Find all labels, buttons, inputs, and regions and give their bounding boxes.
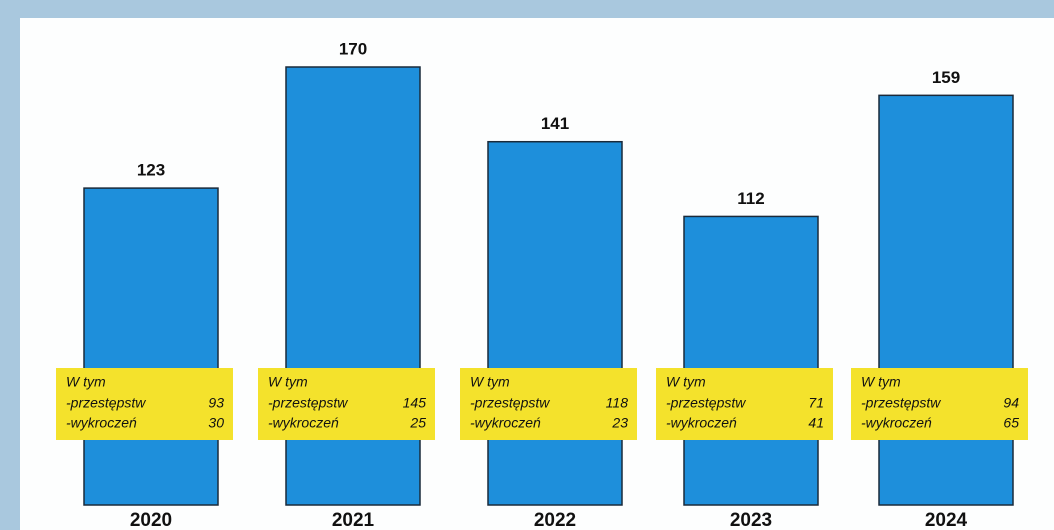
annotation-name: -przestępstw — [66, 395, 146, 411]
annotation-value: 23 — [611, 415, 628, 431]
bar — [878, 94, 1014, 506]
annotation-name: -przestępstw — [470, 395, 550, 411]
x-tick-label: 2024 — [925, 510, 968, 530]
annotation-title: W tym — [268, 374, 308, 390]
value-label: 170 — [339, 39, 367, 58]
annotation-name: -przestępstw — [666, 395, 746, 411]
x-tick-label: 2021 — [332, 510, 375, 530]
x-tick-label: 2020 — [130, 510, 172, 530]
annotation-title: W tym — [66, 374, 106, 390]
x-tick-label: 2023 — [730, 510, 772, 530]
bar — [683, 215, 819, 506]
annotation-box — [460, 368, 637, 440]
annotation-value: 94 — [1003, 395, 1019, 411]
annotation-name: -wykroczeń — [268, 415, 339, 431]
annotation-box — [851, 368, 1028, 440]
bar — [487, 140, 623, 506]
annotation-value: 71 — [808, 395, 824, 411]
value-label: 141 — [541, 114, 569, 133]
x-tick-label: 2022 — [534, 510, 576, 530]
annotation-value: 25 — [409, 415, 426, 431]
value-label: 123 — [137, 161, 165, 180]
annotation-title: W tym — [861, 374, 901, 390]
annotation-title: W tym — [470, 374, 510, 390]
annotation-value: 118 — [606, 395, 629, 411]
annotation-name: -wykroczeń — [470, 415, 541, 431]
annotation-title: W tym — [666, 374, 706, 390]
value-label: 159 — [932, 68, 960, 87]
annotation-value: 93 — [208, 395, 224, 411]
annotation-box — [656, 368, 833, 440]
annotation-name: -wykroczeń — [66, 415, 137, 431]
annotation-value: 145 — [403, 395, 427, 411]
annotation-value: 30 — [208, 415, 224, 431]
bar — [83, 187, 219, 506]
annotation-box — [56, 368, 233, 440]
annotation-name: -wykroczeń — [666, 415, 737, 431]
value-label: 112 — [737, 189, 764, 208]
annotation-value: 41 — [808, 415, 824, 431]
annotation-box — [258, 368, 435, 440]
annotation-name: -przestępstw — [861, 395, 941, 411]
annotation-name: -przestępstw — [268, 395, 348, 411]
annotation-name: -wykroczeń — [861, 415, 932, 431]
annotation-value: 65 — [1003, 415, 1019, 431]
